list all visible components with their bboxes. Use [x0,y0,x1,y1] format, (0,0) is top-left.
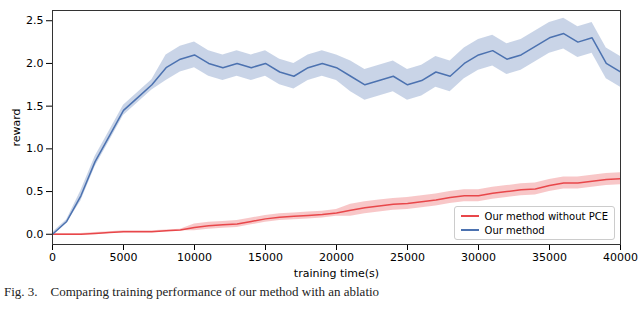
svg-text:reward: reward [10,108,23,146]
svg-text:2.5: 2.5 [26,14,44,27]
svg-text:20000: 20000 [319,251,354,264]
svg-text:training time(s): training time(s) [294,267,379,280]
svg-text:1.0: 1.0 [26,142,44,155]
svg-text:5000: 5000 [110,251,138,264]
svg-text:40000: 40000 [603,251,638,264]
svg-text:35000: 35000 [532,251,567,264]
svg-text:2.0: 2.0 [26,57,44,70]
svg-text:0: 0 [49,251,56,264]
svg-text:0.5: 0.5 [26,185,44,198]
svg-text:1.5: 1.5 [26,100,44,113]
svg-text:0.0: 0.0 [26,228,44,241]
html-text:Fig. 3. Comparing training per: Fig. 3. Comparing training performance o… [4,284,380,299]
html-text:Our method: Our method [484,224,545,236]
svg-text:10000: 10000 [177,251,212,264]
html-text:Our method without PCE: Our method without PCE [484,210,608,222]
svg-text:25000: 25000 [390,251,425,264]
svg-text:15000: 15000 [248,251,283,264]
svg-text:30000: 30000 [461,251,496,264]
